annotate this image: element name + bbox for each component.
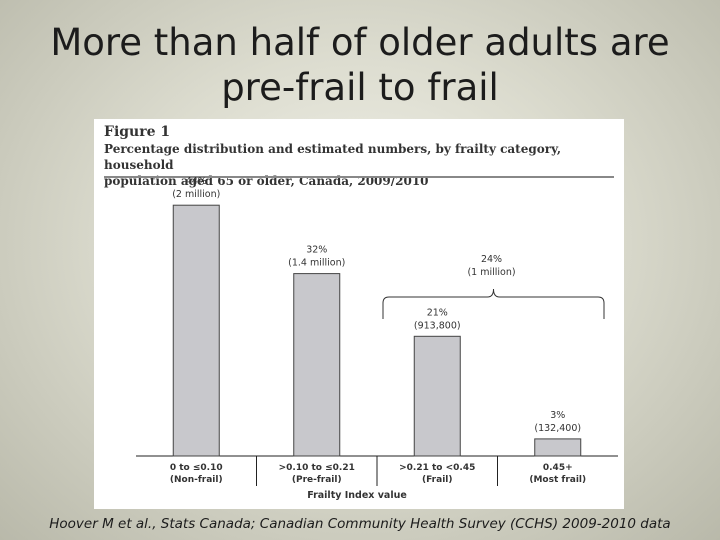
category-tick-sublabel: (Most frail) — [529, 475, 586, 485]
bar-value-label: 21% — [427, 307, 448, 318]
category-tick-sublabel: (Non-frail) — [170, 475, 223, 485]
bar — [413, 335, 461, 457]
group-value-label: 24% — [481, 254, 502, 265]
bar-value-label: 32% — [306, 245, 327, 256]
citation: Hoover M et al., Stats Canada; Canadian … — [49, 516, 671, 532]
category-tick-label: 0 to ≤0.10 — [170, 463, 223, 473]
figure-rule — [104, 176, 614, 178]
x-axis-title: Frailty Index value — [307, 490, 407, 501]
category-tick-label: >0.10 to ≤0.21 — [279, 463, 355, 473]
bar — [534, 438, 582, 457]
slide-title: More than half of older adults are pre-f… — [0, 20, 720, 110]
bar-count-label: (132,400) — [534, 423, 581, 434]
group-bracket — [382, 288, 605, 319]
bar-count-label: (1.4 million) — [288, 258, 345, 269]
figure-caption-line-1: Percentage distribution and estimated nu… — [104, 142, 562, 172]
category-tick-label: 0.45+ — [543, 463, 573, 473]
title-line-2: pre-frail to frail — [221, 66, 499, 109]
group-count-label: (1 million) — [467, 267, 515, 278]
bar-value-label: 3% — [550, 410, 565, 421]
category-tick-sublabel: (Frail) — [422, 475, 452, 485]
figure-number: Figure 1 — [104, 124, 171, 140]
category-tick-label: >0.21 to <0.45 — [399, 463, 475, 473]
category-tick-sublabel: (Pre-frail) — [292, 475, 342, 485]
bar-value-label: 44% — [186, 176, 207, 187]
bar-chart: 44% (2 million) 0 to ≤0.10 (Non-frail) 32% (1… — [136, 176, 618, 501]
bar-count-label: (913,800) — [414, 320, 461, 331]
figure-panel: Figure 1 Percentage distribution and est… — [94, 119, 624, 509]
bar-count-label: (2 million) — [172, 189, 220, 200]
bar — [293, 273, 341, 457]
bar — [172, 204, 220, 457]
title-line-1: More than half of older adults are — [50, 21, 670, 64]
